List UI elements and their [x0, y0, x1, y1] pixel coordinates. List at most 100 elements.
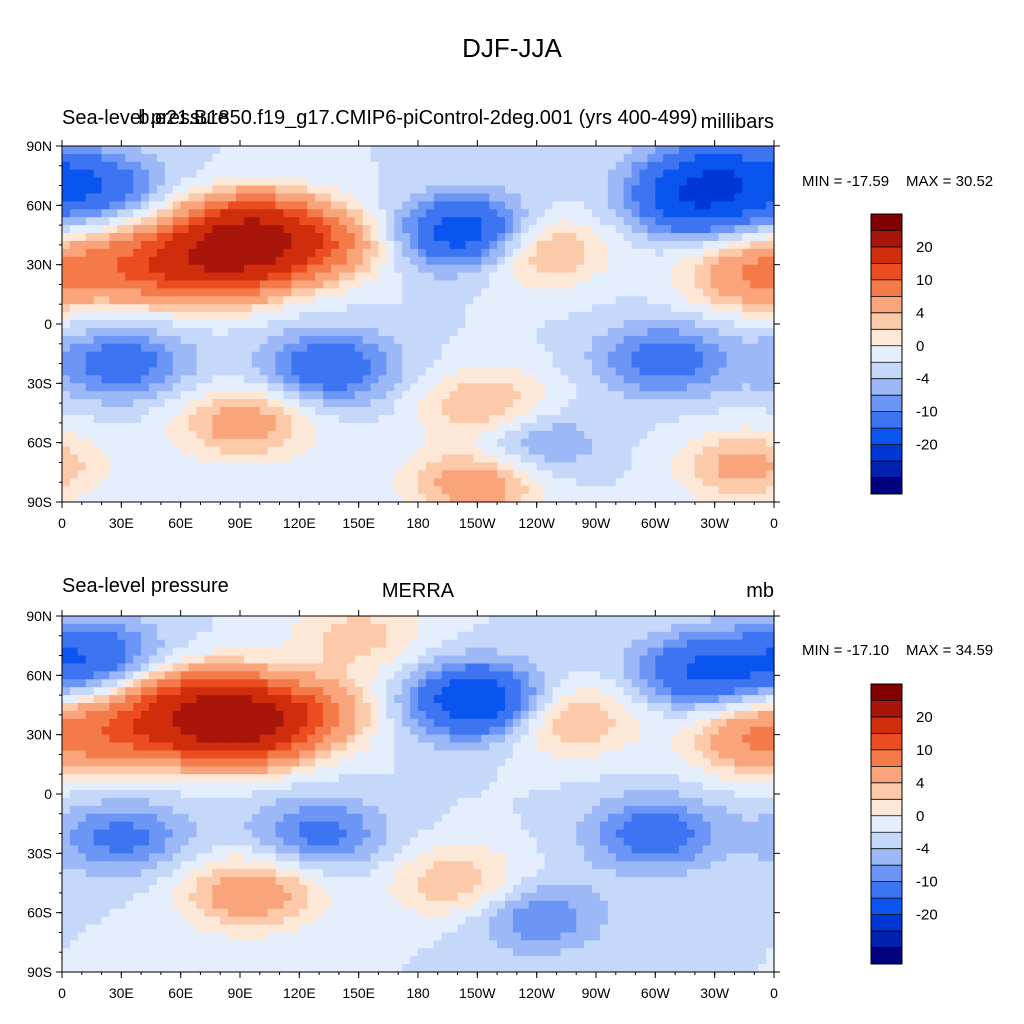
field-cell — [425, 446, 435, 456]
y-tick-label: 60S — [27, 435, 52, 451]
field-cell — [402, 616, 411, 625]
field-cell — [109, 169, 118, 179]
field-cell — [362, 647, 372, 657]
field-cell — [465, 288, 474, 297]
field-cell — [425, 225, 435, 234]
field-cell — [243, 335, 253, 345]
field-cell — [615, 288, 625, 297]
field-cell — [497, 280, 506, 289]
field-cell — [315, 320, 324, 329]
field-cell — [69, 616, 79, 625]
field-cell — [172, 478, 182, 487]
field-cell — [465, 639, 474, 649]
field-cell — [686, 320, 696, 329]
field-cell — [679, 391, 688, 400]
field-cell — [315, 359, 324, 369]
field-cell — [734, 233, 743, 242]
field-cell — [505, 288, 514, 297]
field-cell — [267, 169, 277, 179]
field-cell — [101, 272, 111, 282]
field-cell — [592, 494, 601, 503]
field-cell — [141, 351, 150, 361]
field-cell — [473, 185, 482, 195]
field-cell — [267, 209, 277, 218]
field-cell — [259, 486, 269, 495]
field-cell — [615, 233, 625, 242]
field-cell — [378, 320, 387, 329]
field-cell — [441, 240, 451, 250]
field-cell — [710, 296, 720, 305]
field-cell — [465, 454, 474, 464]
field-cell — [299, 422, 308, 432]
field-cell — [536, 391, 546, 400]
field-cell — [212, 367, 221, 377]
field-cell — [394, 256, 403, 266]
field-cell — [386, 233, 395, 242]
field-cell — [323, 454, 332, 464]
field-cell — [338, 367, 348, 377]
field-cell — [552, 454, 561, 464]
field-cell — [528, 248, 538, 258]
field-cell — [69, 486, 79, 495]
field-cell — [85, 679, 95, 688]
field-cell — [512, 367, 522, 377]
field-cell — [615, 217, 625, 226]
field-cell — [592, 233, 601, 242]
field-cell — [560, 193, 569, 202]
field-cell — [592, 153, 601, 163]
field-cell — [291, 312, 300, 321]
field-cell — [481, 399, 490, 408]
field-cell — [117, 367, 126, 377]
field-cell — [726, 446, 736, 456]
field-cell — [623, 616, 633, 625]
field-cell — [243, 296, 253, 305]
field-cell — [259, 225, 269, 234]
field-cell — [362, 264, 372, 274]
field-cell — [418, 359, 427, 369]
field-cell — [251, 663, 261, 672]
field-cell — [457, 304, 467, 313]
field-cell — [418, 185, 427, 195]
field-cell — [568, 256, 577, 266]
field-cell — [172, 272, 182, 282]
field-cell — [220, 391, 229, 400]
field-cell — [742, 414, 751, 424]
field-cell — [607, 146, 617, 155]
field-cell — [291, 422, 300, 432]
field-cell — [497, 383, 506, 392]
field-cell — [671, 383, 680, 392]
field-cell — [236, 616, 245, 625]
field-cell — [283, 631, 293, 641]
field-cell — [315, 312, 324, 321]
field-cell — [694, 663, 704, 672]
field-cell — [402, 446, 411, 456]
field-cell — [552, 631, 561, 641]
field-cell — [386, 248, 395, 258]
field-cell — [62, 288, 71, 297]
field-cell — [370, 320, 380, 329]
field-cell — [679, 414, 688, 424]
field-cell — [378, 248, 387, 258]
field-cell — [544, 264, 554, 274]
field-cell — [394, 663, 403, 672]
field-cell — [433, 478, 443, 487]
field-cell — [568, 655, 577, 665]
field-cell — [267, 217, 277, 226]
field-cell — [473, 193, 482, 202]
field-cell — [323, 375, 332, 384]
field-cell — [346, 407, 356, 416]
field-cell — [307, 217, 316, 226]
field-cell — [172, 280, 182, 289]
panel-model-variable-label: Sea-level pressure — [62, 107, 229, 129]
field-cell — [117, 185, 126, 195]
field-cell — [346, 209, 356, 218]
field-cell — [133, 177, 142, 187]
field-cell — [750, 304, 759, 313]
field-cell — [394, 161, 403, 171]
field-cell — [528, 343, 538, 353]
field-cell — [631, 161, 641, 171]
field-cell — [615, 240, 625, 250]
field-cell — [758, 161, 767, 171]
field-cell — [702, 335, 712, 345]
field-cell — [584, 240, 593, 250]
